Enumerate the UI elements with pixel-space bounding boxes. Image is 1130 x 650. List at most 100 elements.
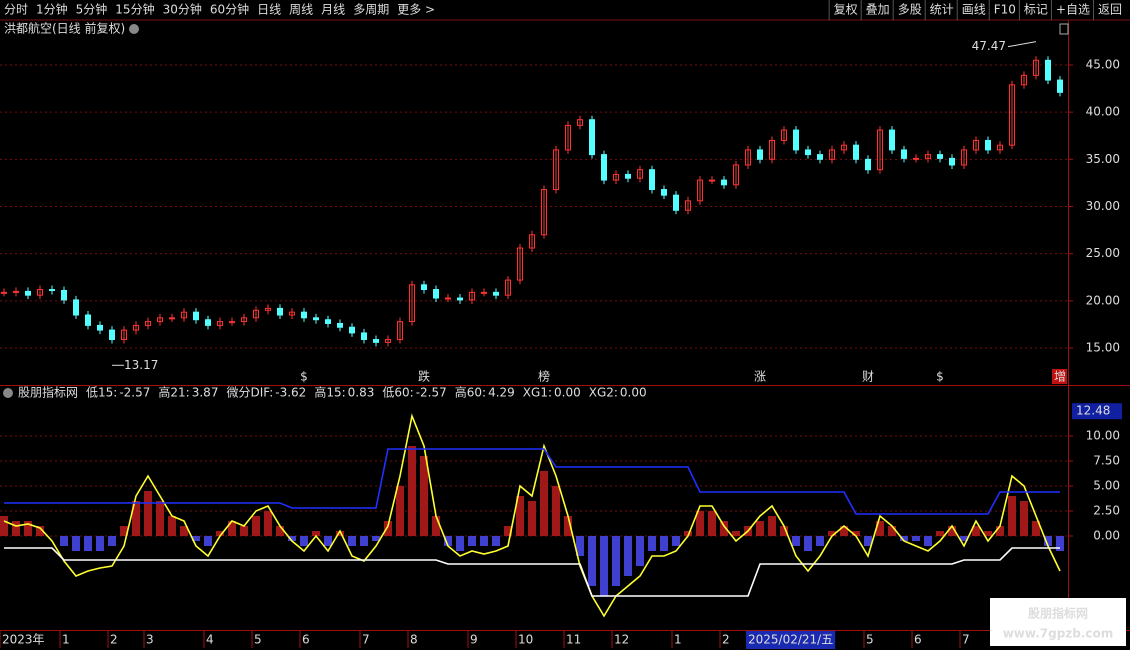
event-marker[interactable]: 财 (862, 370, 874, 384)
period-tab[interactable]: 分时 (4, 3, 28, 17)
x-tick-label: 5 (254, 633, 262, 647)
legend-name: 微分DIF: (226, 386, 273, 400)
histogram-bar (108, 536, 116, 546)
toolbar-button[interactable]: 画线 (962, 3, 986, 17)
histogram-bar (588, 536, 596, 586)
high-arrow (1007, 41, 1037, 48)
current-value: 12.48 (1076, 404, 1110, 418)
histogram-bar (84, 536, 92, 551)
legend-value: -2.57 (119, 386, 150, 400)
candle-body (865, 158, 871, 171)
legend-name: XG1: (523, 386, 552, 400)
x-tick-label: 5 (866, 633, 874, 647)
candle-body (481, 291, 487, 294)
toolbar-button[interactable]: 统计 (930, 3, 954, 17)
period-tab[interactable]: 周线 (289, 3, 313, 17)
period-tab[interactable]: 5分钟 (76, 2, 108, 17)
histogram-bar (636, 536, 644, 566)
period-tab[interactable]: 30分钟 (163, 2, 202, 17)
x-tick-label: 12 (614, 633, 629, 647)
histogram-bar (216, 531, 224, 536)
y-tick-label: 10.00 (1086, 429, 1120, 443)
candle-body (37, 289, 43, 296)
y-tick-label: 15.00 (1086, 341, 1120, 355)
toolbar-button[interactable]: +自选 (1056, 3, 1090, 17)
candle-body (49, 289, 55, 292)
histogram-bar (144, 491, 152, 536)
histogram-bar (756, 521, 764, 536)
histogram-bar (600, 536, 608, 596)
event-marker[interactable]: 增 (1054, 370, 1066, 384)
candle-body (1045, 59, 1051, 81)
candle-body (709, 179, 715, 182)
candle-body (157, 317, 163, 323)
legend-value: 3.87 (192, 386, 219, 400)
histogram-bar (408, 446, 416, 536)
candle-body (61, 289, 67, 301)
candle-body (409, 284, 415, 323)
candle-body (949, 157, 955, 166)
event-marker[interactable]: $ (936, 370, 944, 384)
event-marker[interactable]: 榜 (538, 369, 550, 384)
candle-body (937, 154, 943, 159)
toolbar-button[interactable]: 叠加 (866, 3, 890, 17)
event-marker[interactable]: $ (300, 370, 308, 384)
candle-body (745, 149, 751, 166)
legend-name: 低15: (86, 386, 117, 400)
histogram-bar (504, 526, 512, 536)
candle-body (421, 284, 427, 291)
histogram-bar (468, 536, 476, 546)
histogram-bar (156, 501, 164, 536)
period-tab[interactable]: 1分钟 (36, 2, 68, 17)
indicator-line (4, 547, 1060, 597)
candle-body (13, 290, 19, 293)
candle-body (985, 139, 991, 151)
histogram-bar (816, 536, 824, 546)
toolbar-button[interactable]: 标记 (1024, 3, 1048, 17)
event-marker[interactable]: 涨 (754, 369, 766, 384)
window-icon[interactable] (1059, 23, 1069, 35)
candle-body (241, 317, 247, 323)
candle-body (649, 169, 655, 191)
candle-body (565, 124, 571, 151)
period-tab[interactable]: 多周期 (353, 3, 389, 17)
candle-body (229, 321, 235, 324)
histogram-bar (240, 526, 248, 536)
period-tab[interactable]: 日线 (257, 3, 281, 17)
period-tab[interactable]: 更多 > (397, 3, 435, 17)
toolbar-button[interactable]: F10 (994, 3, 1016, 17)
toolbar-button[interactable]: 多股 (898, 3, 922, 17)
x-tick-label: 6 (302, 633, 310, 647)
event-marker[interactable]: 跌 (418, 369, 430, 384)
period-tab[interactable]: 60分钟 (210, 2, 249, 17)
legend-value: 0.83 (348, 386, 375, 400)
histogram-bar (888, 526, 896, 536)
indicator-line (3, 413, 1061, 618)
histogram-bar (828, 531, 836, 536)
histogram-bar (192, 536, 200, 541)
histogram-bar (288, 536, 296, 541)
candle-body (541, 189, 547, 236)
toolbar-button[interactable]: 复权 (834, 3, 858, 17)
menu-icon[interactable] (3, 388, 13, 398)
y-tick-label: 5.00 (1093, 479, 1120, 493)
menu-icon[interactable] (129, 24, 139, 34)
period-tab[interactable]: 15分钟 (115, 2, 154, 17)
watermark-title: 股朋指标网 (1028, 606, 1088, 621)
candle-body (769, 139, 775, 160)
legend-name: 高21: (158, 385, 189, 400)
histogram-bar (564, 516, 572, 536)
x-tick-label: 3 (146, 633, 154, 647)
histogram-bar (12, 521, 20, 536)
toolbar-button[interactable]: 返回 (1098, 3, 1122, 17)
legend-value: -2.57 (416, 386, 447, 400)
candle-body (373, 339, 379, 343)
candle-body (325, 319, 331, 324)
period-tab[interactable]: 月线 (321, 3, 345, 17)
chart-title: 洪都航空(日线 前复权) (4, 21, 125, 36)
histogram-bar (228, 521, 236, 536)
histogram-bar (540, 471, 548, 536)
